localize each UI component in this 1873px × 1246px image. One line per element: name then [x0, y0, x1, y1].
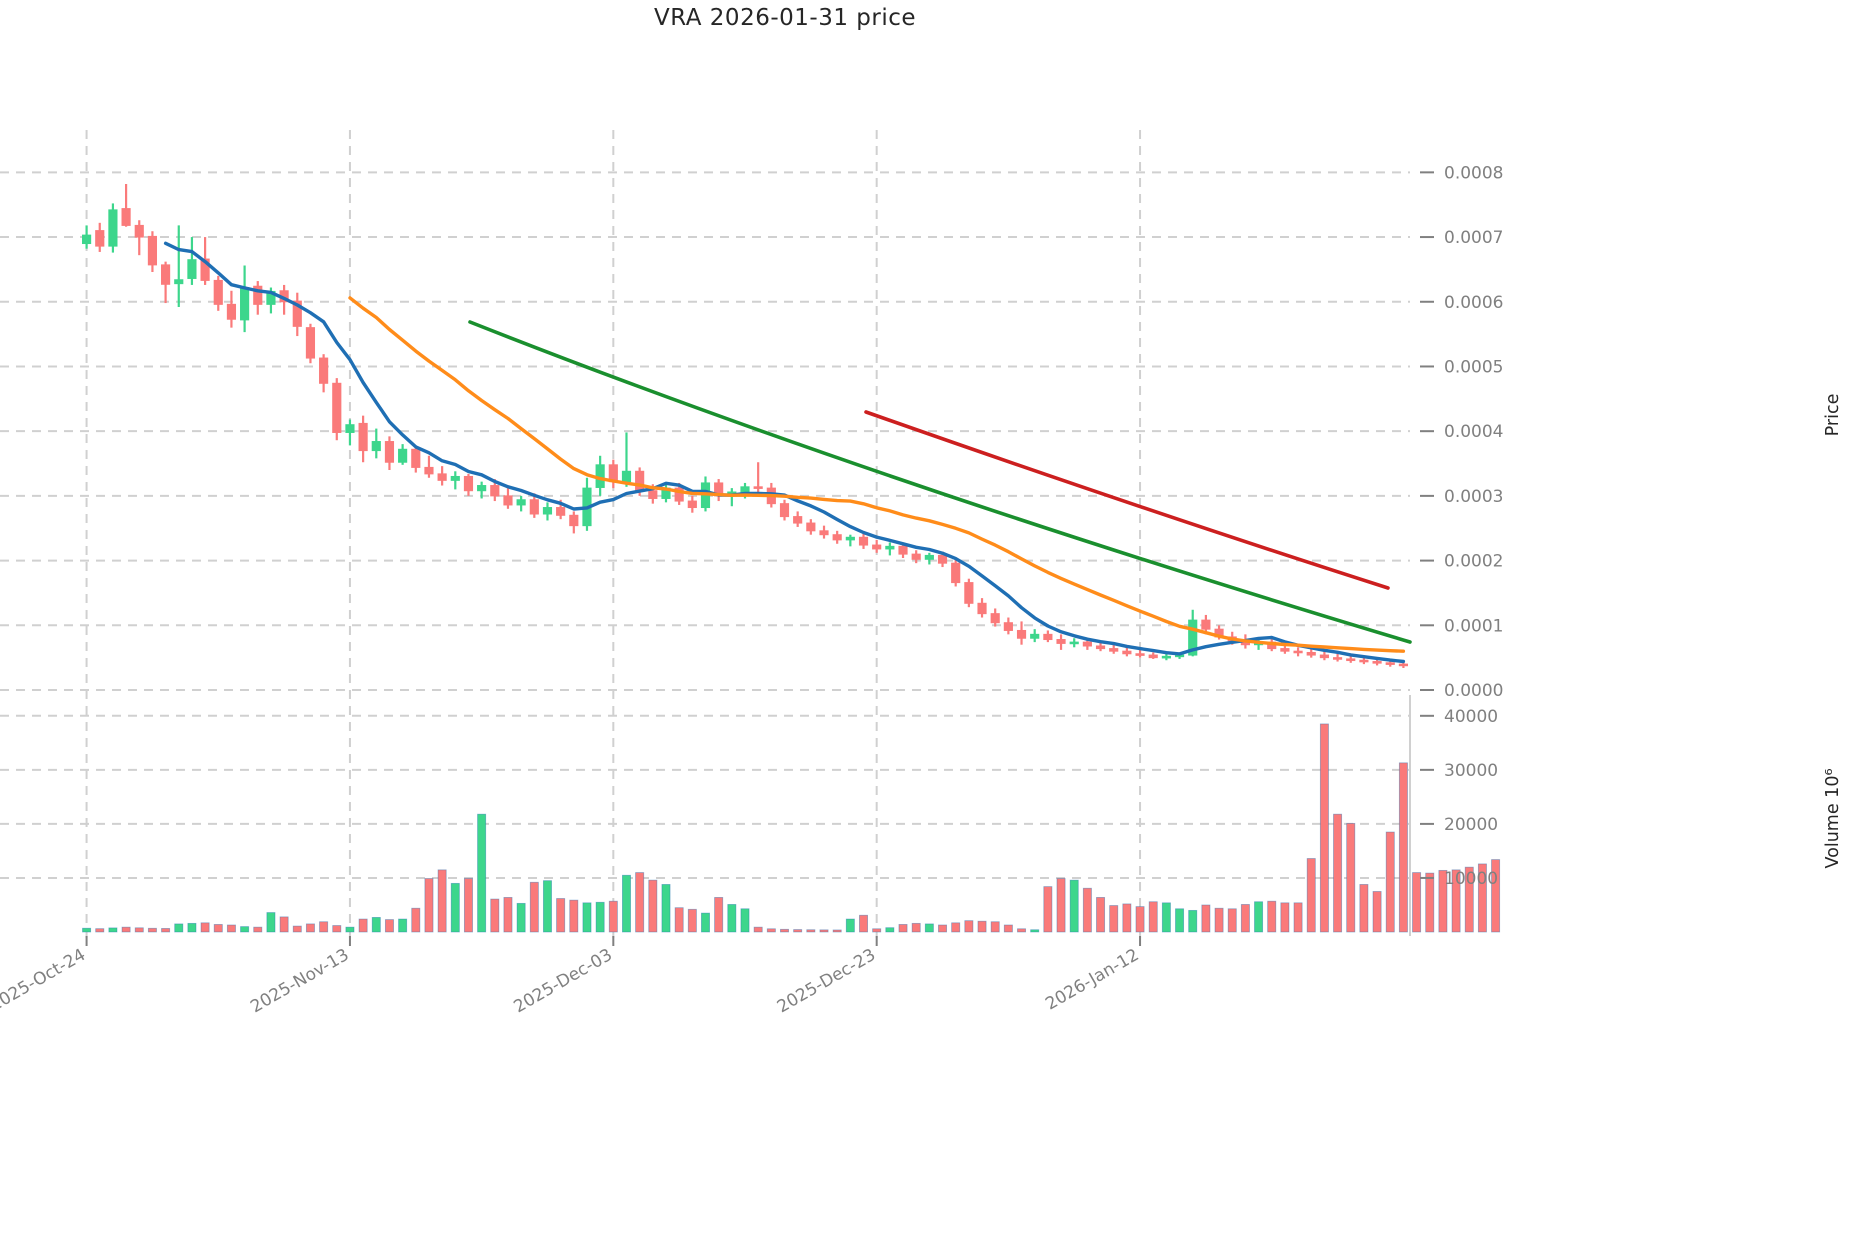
date-tick-label: 2025-Nov-13 — [247, 945, 352, 1017]
price-tick-label: 0.0003 — [1444, 487, 1503, 507]
volume-tick-label: 30000 — [1444, 761, 1498, 781]
price-axis-title: Price — [1823, 394, 1843, 437]
price-tick-label: 0.0000 — [1444, 681, 1503, 701]
price-tick-label: 0.0002 — [1444, 552, 1503, 572]
page-title: VRA 2026-01-31 price — [653, 5, 917, 31]
price-tick-label: 0.0004 — [1444, 422, 1503, 442]
date-tick-label: 2025-Oct-24 — [0, 945, 89, 1016]
volume-tick-label: 20000 — [1444, 815, 1498, 835]
trend-lines — [468, 320, 1412, 644]
price-tick-label: 0.0005 — [1444, 357, 1503, 377]
price-axis-ticks: 0.0008 0.0007 0.0006 0.0005 0.0004 0.0003 0.00… — [1420, 163, 1503, 701]
volume-tick-label: 10000 — [1444, 869, 1498, 889]
price-tick-label: 0.0006 — [1444, 293, 1503, 313]
date-tick-label: 2026-Jan-12 — [1042, 945, 1142, 1014]
moving-average-lines — [163, 241, 1406, 664]
date-tick-label: 2025-Dec-03 — [510, 945, 615, 1017]
volume-axis-title: Volume 10⁶ — [1823, 769, 1843, 869]
axis-titles: Price Volume 10⁶ — [1823, 394, 1843, 869]
date-tick-label: 2025-Dec-23 — [774, 945, 879, 1017]
volume-bars — [82, 723, 1501, 933]
volume-tick-label: 40000 — [1444, 707, 1498, 727]
grid-lines — [0, 130, 1411, 938]
date-axis-ticks: 2025-Oct-24 2025-Nov-13 2025-Dec-03 2025-De… — [0, 936, 1143, 1017]
volume-axis-ticks: 40000 30000 20000 10000 — [1420, 707, 1498, 889]
price-tick-label: 0.0001 — [1444, 616, 1503, 636]
price-tick-label: 0.0007 — [1444, 228, 1503, 248]
price-tick-label: 0.0008 — [1444, 163, 1503, 183]
